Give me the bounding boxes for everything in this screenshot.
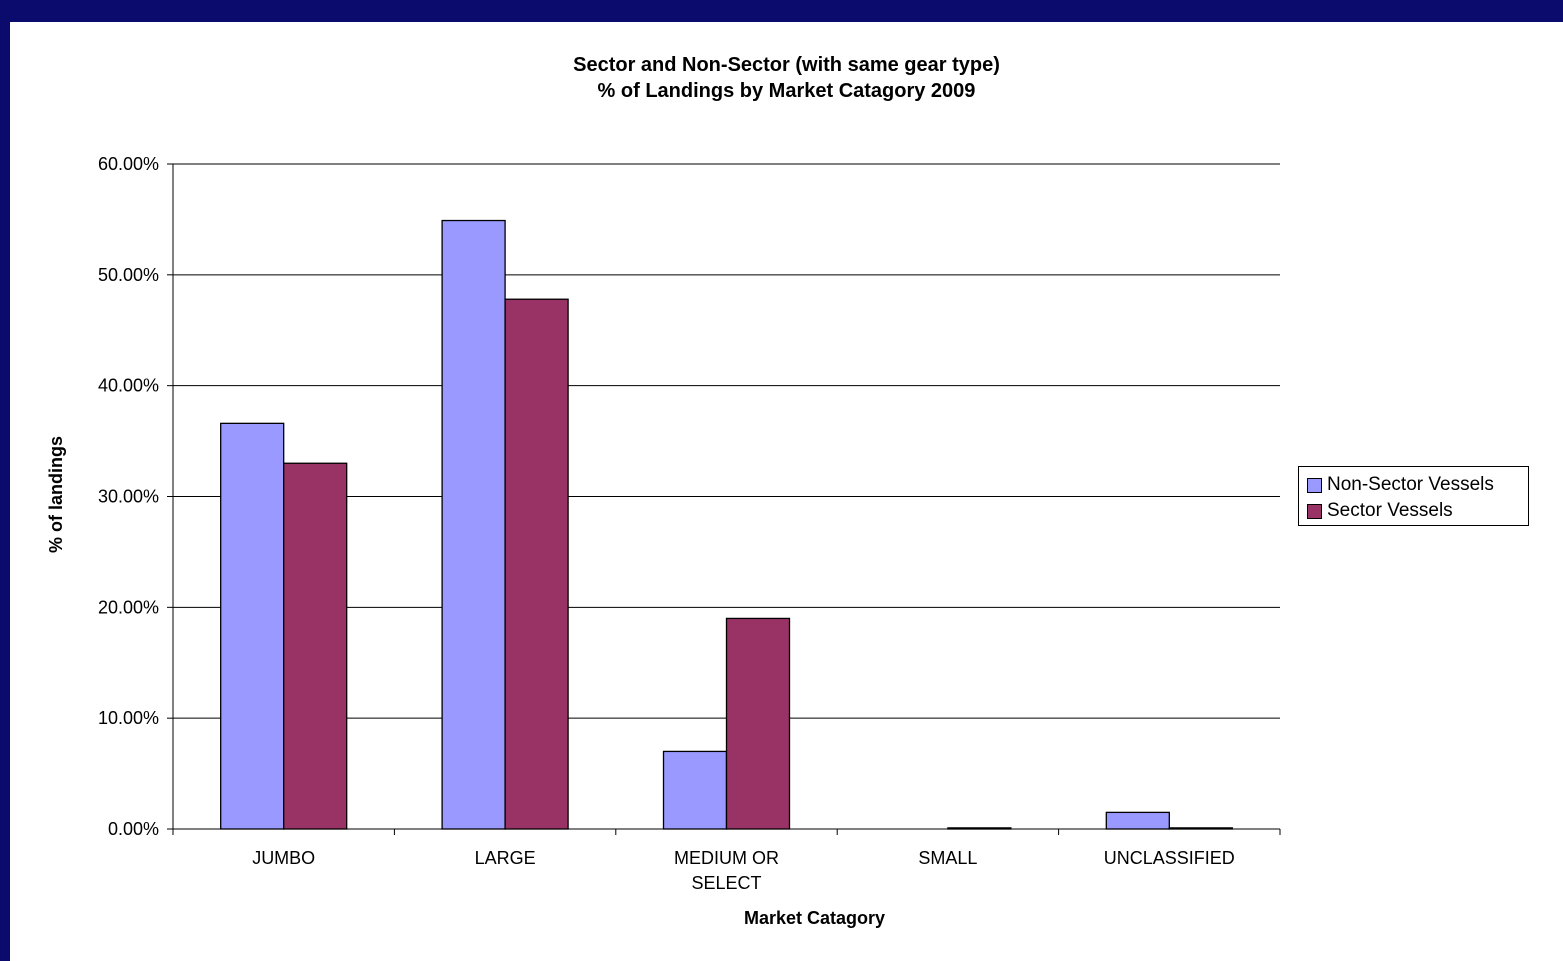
bar (662, 750, 728, 830)
legend-item-non-sector: Non-Sector Vessels (1307, 472, 1528, 498)
y-axis-title: % of landings (46, 436, 66, 553)
legend: Non-Sector Vessels Sector Vessels (1298, 466, 1529, 526)
bar (441, 219, 506, 830)
x-tick-label: MEDIUM OR (674, 848, 779, 868)
bar (220, 422, 285, 830)
chart-title-line-1: Sector and Non-Sector (with same gear ty… (573, 54, 1000, 76)
y-tick-label: 30.00% (98, 487, 159, 507)
bar (1105, 811, 1170, 830)
y-tick-label: 40.00% (98, 376, 159, 396)
x-tick-label: SMALL (918, 848, 977, 868)
y-tick-label: 0.00% (108, 819, 159, 839)
y-tick-label: 60.00% (98, 154, 159, 174)
x-tick-label: LARGE (475, 848, 536, 868)
chart-title: Sector and Non-Sector (with same gear ty… (10, 52, 1563, 104)
x-tick-label: SELECT (691, 873, 761, 893)
legend-label-non-sector: Non-Sector Vessels (1327, 474, 1494, 495)
bar (504, 298, 569, 830)
legend-label-sector: Sector Vessels (1327, 500, 1453, 521)
x-tick-label: JUMBO (252, 848, 315, 868)
y-tick-label: 10.00% (98, 708, 159, 728)
legend-item-sector: Sector Vessels (1307, 498, 1528, 524)
bar-chart: 0.00% 10.00% 20.00% 30.00% 40.00% 50.00% 60.00… (46, 154, 1281, 928)
chart-frame: Sector and Non-Sector (with same gear ty… (10, 22, 1563, 961)
legend-swatch-sector (1307, 503, 1322, 519)
y-tick-label: 20.00% (98, 597, 159, 617)
bar (283, 462, 348, 830)
x-axis-title: Market Catagory (744, 908, 885, 928)
y-tick-label: 50.00% (98, 265, 159, 285)
x-tick-label: UNCLASSIFIED (1104, 848, 1235, 868)
bar (725, 617, 791, 830)
legend-swatch-non-sector (1307, 477, 1322, 493)
chart-title-line-2: % of Landings by Market Catagory 2009 (597, 80, 976, 102)
